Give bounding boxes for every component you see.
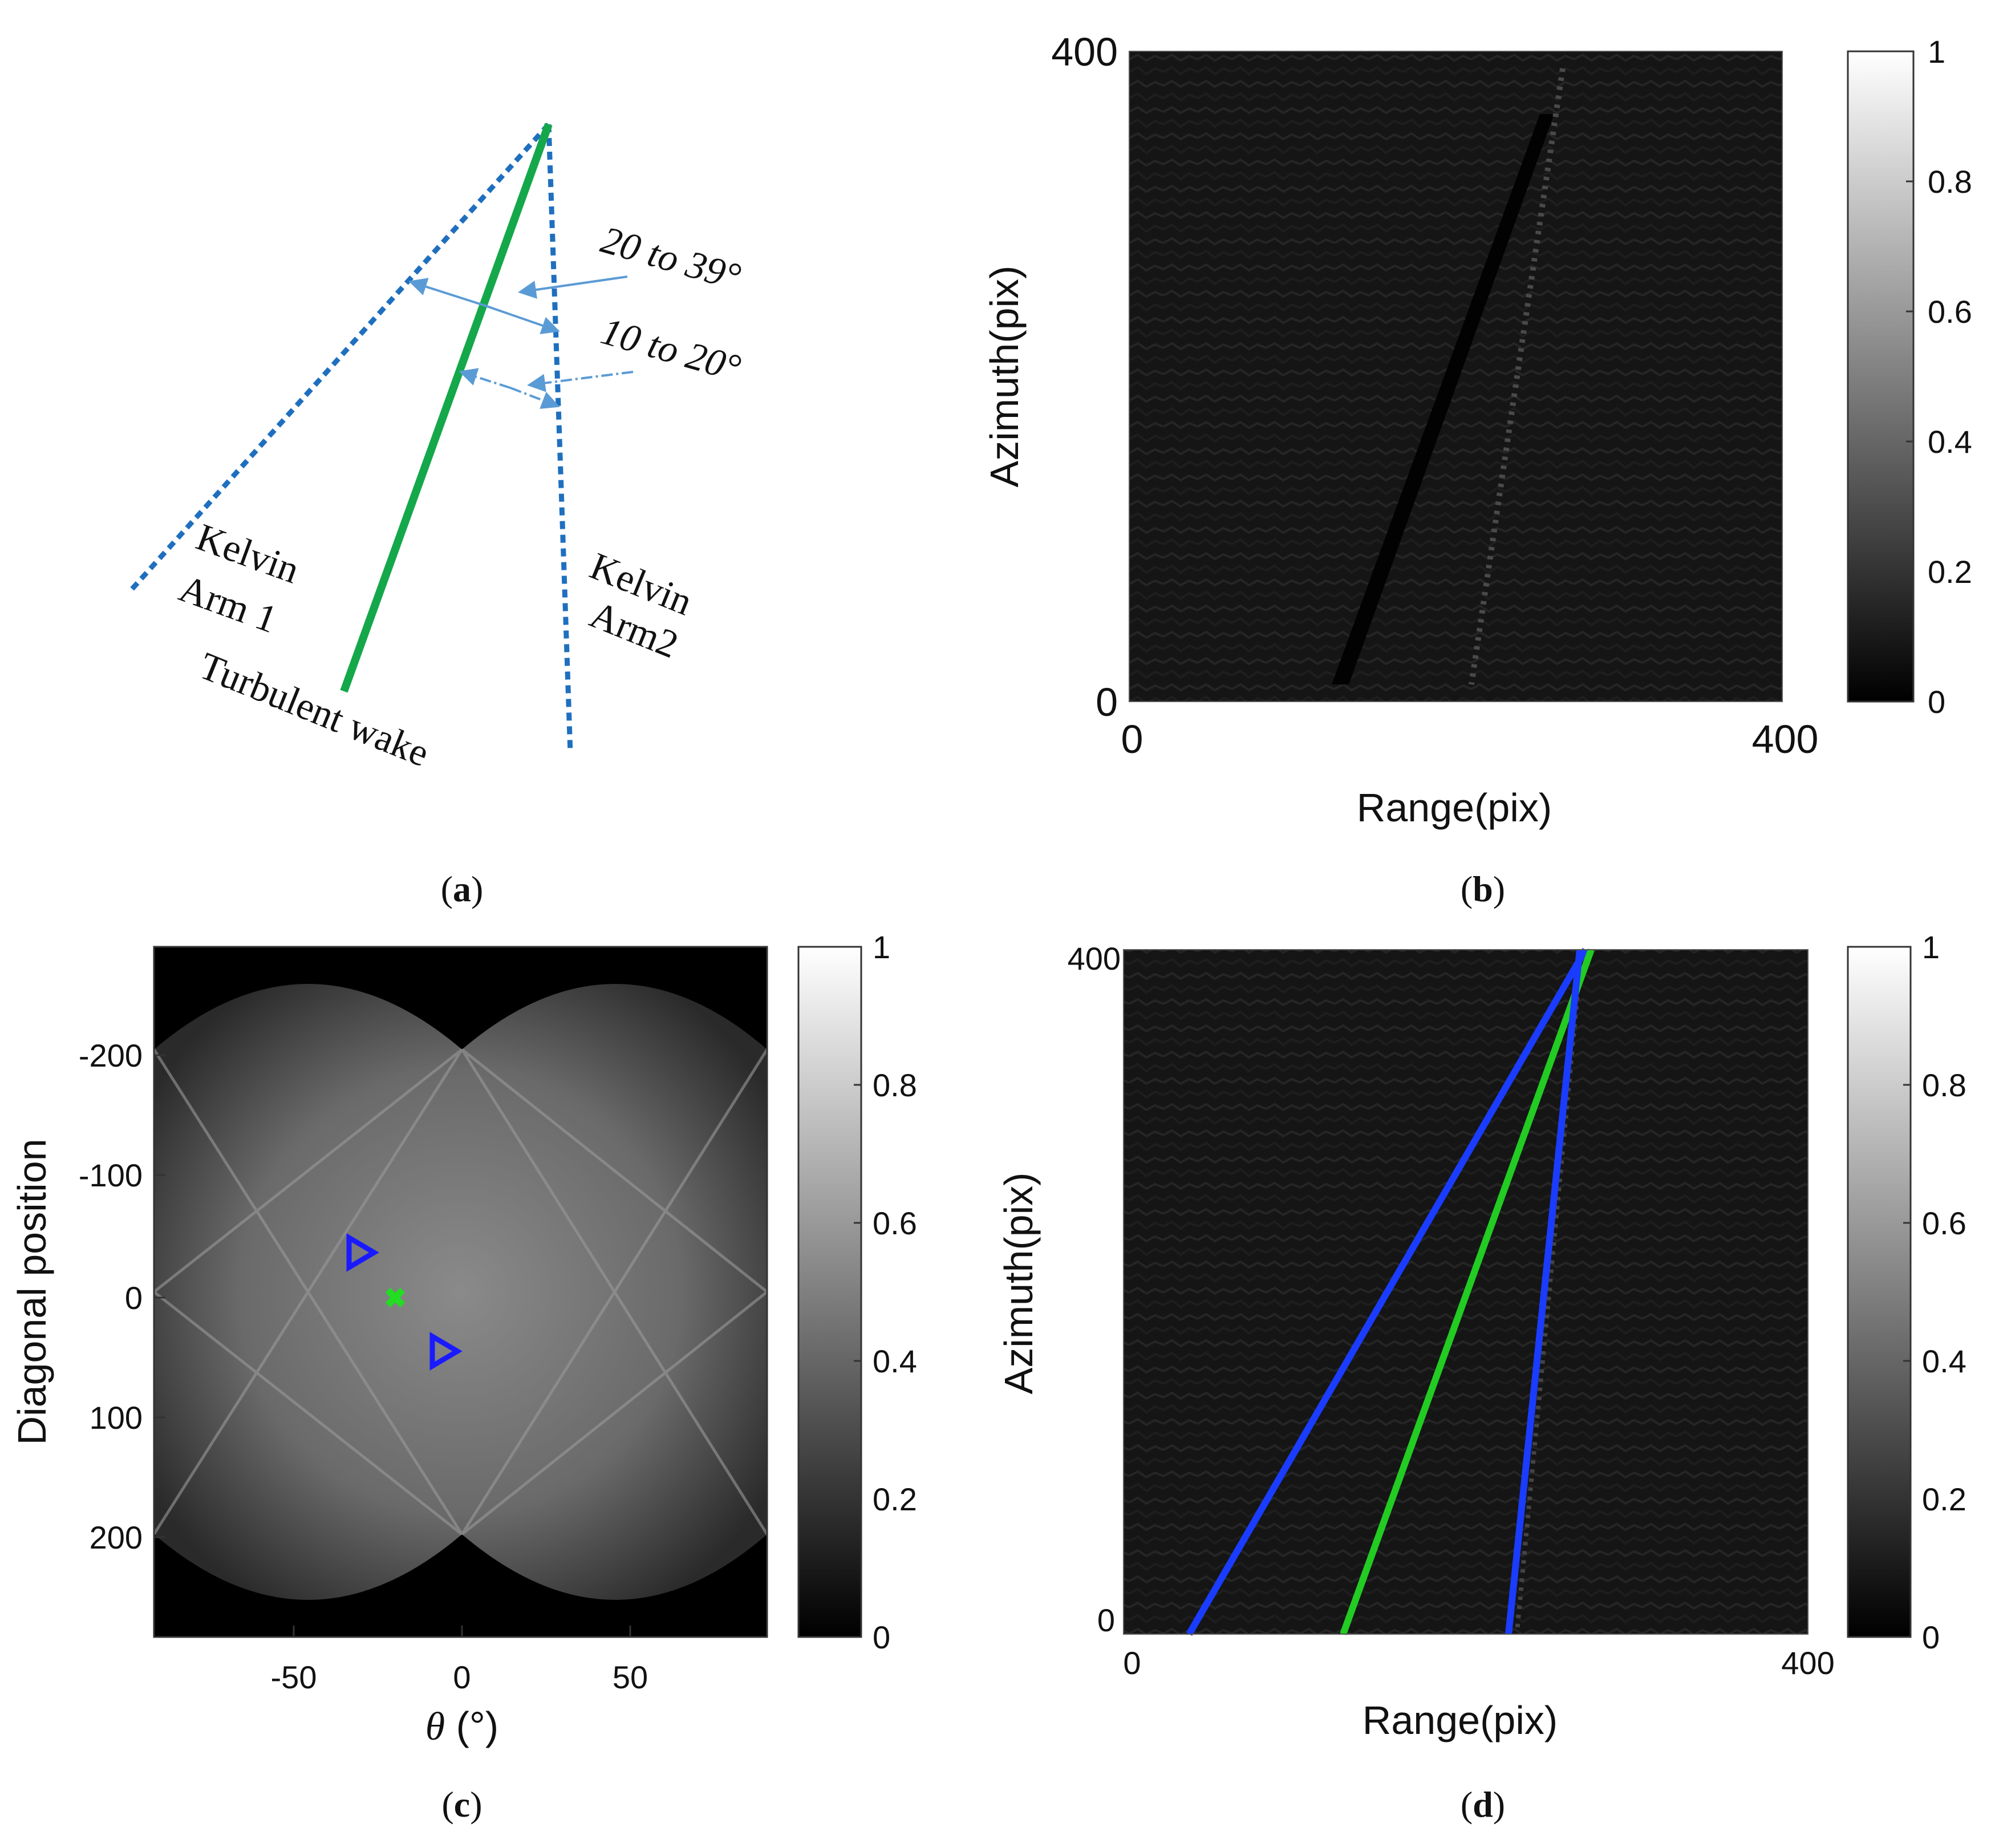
panel-a-diagram: 20 to 39° 10 to 20° Kelvin Arm 1 Kelvin … — [126, 122, 745, 775]
turbulent-wake-peak-marker — [385, 1287, 406, 1308]
panel-c-x-tick-m50: -50 — [271, 1659, 317, 1695]
panel-c-y-tick-m100: -100 — [79, 1157, 143, 1193]
panel-b-cbar-tick-0.8: 0.8 — [1928, 164, 1972, 200]
panel-d-y-tick-0: 0 — [1097, 1602, 1115, 1638]
panel-c-markers — [346, 1233, 463, 1371]
panel-b-sar-image: 400 0 0 400 Azimuth(pix) Range(pix) 1 0.… — [982, 30, 1972, 830]
panel-d-x-tick-400: 400 — [1781, 1645, 1834, 1681]
panel-b-cbar-tick-0.6: 0.6 — [1928, 294, 1972, 330]
angle-label-10-20: 10 to 20° — [597, 309, 745, 390]
theta-symbol: θ — [425, 1705, 445, 1749]
panel-c-radon: -200 -100 0 100 200 -50 0 50 Diagonal po… — [10, 929, 917, 1749]
panel-b-x-tick-400: 400 — [1752, 717, 1819, 761]
panel-c-y-tick-100: 100 — [90, 1400, 143, 1436]
panel-c-sinogram-lines — [152, 1048, 769, 1535]
panel-d-detected-lines: 400 0 0 400 Azimuth(pix) Range(pix) 1 0.… — [996, 929, 1966, 1742]
panel-d-cbar-tick-1: 1 — [1922, 929, 1940, 965]
panel-c-x-tick-0: 0 — [453, 1659, 471, 1695]
panel-b-cbar-tick-0.2: 0.2 — [1928, 554, 1972, 590]
angle-arrow-20-39 — [518, 275, 628, 299]
kelvin-arm-1-line — [126, 122, 551, 595]
panel-b-y-axis-label: Azimuth(pix) — [982, 266, 1027, 488]
panel-c-sinogram-region — [154, 984, 767, 1600]
panel-b-y-tick-0: 0 — [1096, 680, 1118, 724]
panel-c-x-tick-50: 50 — [613, 1659, 648, 1695]
angle-span-arrow-1a — [408, 278, 484, 306]
panel-d-frame — [1123, 949, 1808, 1635]
angle-arrow-10-20 — [527, 371, 634, 392]
detected-kelvin-arm-1 — [1186, 947, 1589, 1636]
angle-span-arrow-2b — [510, 387, 560, 409]
angle-label-20-39: 20 to 39° — [597, 217, 745, 298]
panel-c-y-tick-0: 0 — [125, 1280, 143, 1316]
theta-unit: (°) — [445, 1704, 498, 1748]
panel-c-cbar-tick-0.8: 0.8 — [873, 1067, 917, 1103]
detected-turbulent-wake — [1340, 948, 1595, 1636]
panel-b-bright-streak — [1469, 68, 1566, 685]
panel-b-x-axis-label: Range(pix) — [1357, 785, 1552, 830]
panel-c-y-tick-m200: -200 — [79, 1038, 143, 1073]
panel-b-cbar-tick-1: 1 — [1928, 34, 1945, 70]
caption-a: (a) — [441, 869, 484, 909]
panel-c-cbar-tick-0.2: 0.2 — [873, 1481, 917, 1517]
caption-b: (b) — [1461, 869, 1505, 909]
kelvin-arm-peak-marker-2 — [429, 1332, 463, 1371]
panel-b-cbar-tick-0.4: 0.4 — [1928, 424, 1972, 460]
panel-b-frame — [1129, 51, 1783, 702]
panel-d-y-axis-label: Azimuth(pix) — [996, 1173, 1041, 1395]
panel-c-y-tick-200: 200 — [90, 1519, 143, 1555]
panel-b-cbar-tick-0: 0 — [1928, 684, 1945, 720]
kelvin-arm-peak-marker-1 — [346, 1233, 379, 1272]
panel-b-x-tick-0: 0 — [1121, 717, 1143, 761]
panel-d-cbar-tick-0.2: 0.2 — [1922, 1481, 1966, 1517]
kelvin-arm-2-line — [546, 124, 573, 753]
panel-c-y-axis-label: Diagonal position — [10, 1138, 54, 1445]
angle-span-arrow-2a — [459, 368, 511, 389]
angle-span-arrow-1b — [483, 304, 560, 334]
panel-d-cbar-tick-0.6: 0.6 — [1922, 1205, 1966, 1241]
caption-d: (d) — [1461, 1784, 1505, 1825]
panel-d-colorbar: 1 0.8 0.6 0.4 0.2 0 — [1847, 929, 1966, 1655]
panel-c-x-axis-label: θ (°) — [425, 1704, 498, 1749]
panel-c-colorbar: 1 0.8 0.6 0.4 0.2 0 — [797, 929, 917, 1655]
panel-c-cbar-tick-0.4: 0.4 — [873, 1343, 917, 1379]
caption-c: (c) — [441, 1784, 482, 1825]
detected-kelvin-arm-2 — [1505, 949, 1583, 1635]
panel-d-cbar-tick-0: 0 — [1922, 1619, 1940, 1655]
panel-d-cbar-tick-0.4: 0.4 — [1922, 1343, 1966, 1379]
panel-d-cbar-tick-0.8: 0.8 — [1922, 1067, 1966, 1103]
panel-c-cbar-tick-1: 1 — [873, 929, 890, 965]
panel-b-colorbar: 1 0.8 0.6 0.4 0.2 0 — [1847, 34, 1972, 720]
panel-b-y-tick-400: 400 — [1051, 30, 1118, 74]
panel-c-cbar-tick-0.6: 0.6 — [873, 1205, 917, 1241]
panel-c-frame — [153, 946, 768, 1638]
turbulent-wake-line — [340, 123, 553, 693]
panel-d-y-tick-400: 400 — [1068, 941, 1121, 976]
panel-d-x-axis-label: Range(pix) — [1363, 1698, 1558, 1742]
panel-c-cbar-tick-0: 0 — [873, 1619, 890, 1655]
panel-d-x-tick-0: 0 — [1123, 1645, 1141, 1681]
turbulent-wake-label: Turbulent wake — [193, 643, 435, 775]
panel-b-wake-dark-line — [1332, 114, 1554, 684]
